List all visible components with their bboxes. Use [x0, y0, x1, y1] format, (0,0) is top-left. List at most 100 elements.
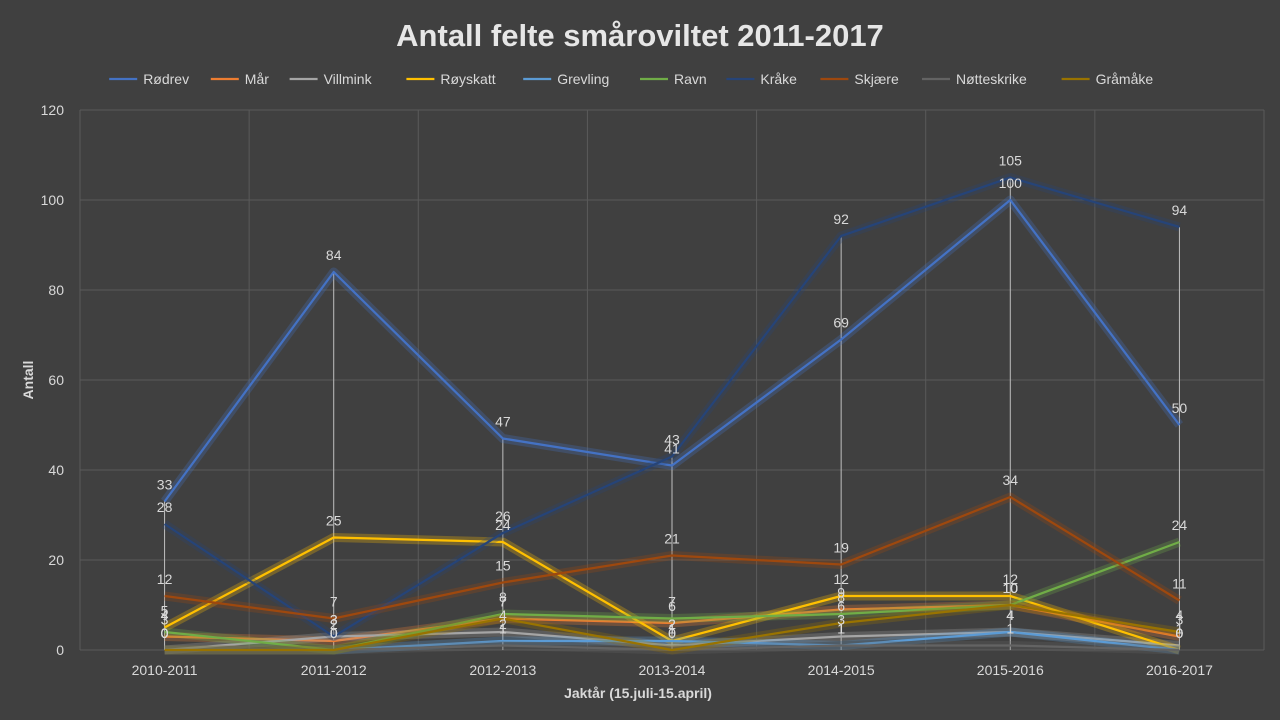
data-label: 2 — [668, 616, 676, 632]
data-label: 105 — [999, 153, 1023, 169]
y-tick-label: 20 — [48, 552, 64, 568]
data-label: 1 — [499, 621, 507, 637]
data-label: 12 — [833, 571, 849, 587]
legend-label: Grevling — [557, 71, 609, 87]
legend-label: Nøtteskrike — [956, 71, 1027, 87]
series-lines — [160, 173, 1184, 655]
data-label: 0 — [161, 625, 169, 641]
data-label: 0 — [330, 625, 338, 641]
data-label: 10 — [1002, 580, 1018, 596]
data-label: 33 — [157, 477, 173, 493]
y-tick-label: 40 — [48, 462, 64, 478]
legend-item: Røyskatt — [406, 71, 496, 87]
data-label: 0 — [668, 625, 676, 641]
data-label: 34 — [1002, 472, 1018, 488]
legend-item: Grevling — [523, 71, 609, 87]
data-label: 100 — [999, 175, 1023, 191]
data-label: 8 — [499, 589, 507, 605]
x-tick-label: 2010-2011 — [132, 662, 198, 678]
data-label: 1 — [1176, 621, 1184, 637]
data-label: 0 — [1176, 625, 1184, 641]
data-label: 0 — [330, 625, 338, 641]
data-label: 0 — [668, 625, 676, 641]
chart-title: Antall felte småroviltet 2011-2017 — [396, 18, 884, 53]
y-axis-title: Antall — [20, 361, 36, 400]
data-label: 69 — [833, 315, 849, 331]
data-label: 0 — [330, 625, 338, 641]
data-label: 26 — [495, 508, 511, 524]
x-tick-label: 2016-2017 — [1146, 662, 1213, 678]
legend-item: Mår — [210, 71, 269, 87]
data-label: 21 — [664, 531, 680, 547]
y-tick-label: 80 — [48, 282, 64, 298]
y-tick-label: 60 — [48, 372, 64, 388]
data-label: 41 — [664, 441, 680, 457]
x-tick-label: 2011-2012 — [301, 662, 367, 678]
legend-label: Kråke — [760, 71, 797, 87]
data-label: 5 — [161, 603, 169, 619]
legend-label: Mår — [245, 71, 269, 87]
data-label: 6 — [837, 598, 845, 614]
x-tick-label: 2012-2013 — [469, 662, 536, 678]
data-label: 6 — [668, 598, 676, 614]
data-label: 4 — [1176, 607, 1184, 623]
data-label: 3 — [330, 612, 338, 628]
data-label: 1 — [668, 621, 676, 637]
data-label: 92 — [833, 211, 849, 227]
data-label: 2 — [330, 616, 338, 632]
x-tick-label: 2015-2016 — [977, 662, 1044, 678]
data-label: 24 — [1172, 517, 1188, 533]
data-label: 0 — [161, 625, 169, 641]
legend-label: Røyskatt — [440, 71, 495, 87]
data-label: 0 — [161, 625, 169, 641]
legend-item: Gråmåke — [1061, 71, 1153, 87]
data-label: 3 — [161, 612, 169, 628]
data-label: 0 — [330, 625, 338, 641]
drop-lines — [164, 177, 1180, 650]
y-tick-label: 0 — [56, 642, 64, 658]
data-label: 1 — [837, 621, 845, 637]
legend-item: Kråke — [726, 71, 797, 87]
data-label: 4 — [1006, 607, 1014, 623]
y-tick-label: 120 — [41, 102, 65, 118]
data-label: 7 — [499, 594, 507, 610]
data-label: 12 — [1002, 571, 1018, 587]
data-label: 4 — [499, 607, 507, 623]
data-label: 9 — [837, 585, 845, 601]
x-tick-label: 2013-2014 — [639, 662, 706, 678]
data-label: 4 — [1006, 607, 1014, 623]
legend-label: Rødrev — [143, 71, 189, 87]
series-line-1 — [163, 198, 1181, 503]
series-line-7 — [163, 176, 1180, 638]
data-label: 12 — [157, 571, 173, 587]
data-label: 11 — [1172, 576, 1187, 592]
data-label: 84 — [326, 247, 342, 263]
data-label: 1 — [837, 621, 845, 637]
legend-item: Villmink — [289, 71, 373, 87]
data-label: 24 — [495, 517, 511, 533]
series-line-8 — [164, 495, 1181, 620]
data-label: 47 — [495, 414, 511, 430]
data-label: 1 — [1006, 621, 1014, 637]
legend-label: Villmink — [324, 71, 373, 87]
data-label: 2 — [499, 616, 507, 632]
legend-item: Rødrev — [109, 71, 189, 87]
data-label: 8 — [837, 589, 845, 605]
y-tick-label: 100 — [41, 192, 65, 208]
data-label: 10 — [1002, 580, 1018, 596]
data-label: 7 — [499, 594, 507, 610]
legend-item: Ravn — [640, 71, 707, 87]
data-label: 7 — [330, 594, 338, 610]
x-axis-title: Jaktår (15.juli-15.april) — [564, 685, 712, 701]
data-label: 94 — [1172, 202, 1188, 218]
data-label: 7 — [668, 594, 676, 610]
data-label: 3 — [1176, 612, 1184, 628]
data-label: 25 — [326, 513, 342, 529]
data-label: 50 — [1172, 400, 1188, 416]
y-axis: 0 20 40 60 80 100 120 — [41, 102, 65, 658]
data-label: 2 — [668, 616, 676, 632]
legend-item: Skjære — [820, 71, 899, 87]
data-label: 28 — [157, 499, 173, 515]
